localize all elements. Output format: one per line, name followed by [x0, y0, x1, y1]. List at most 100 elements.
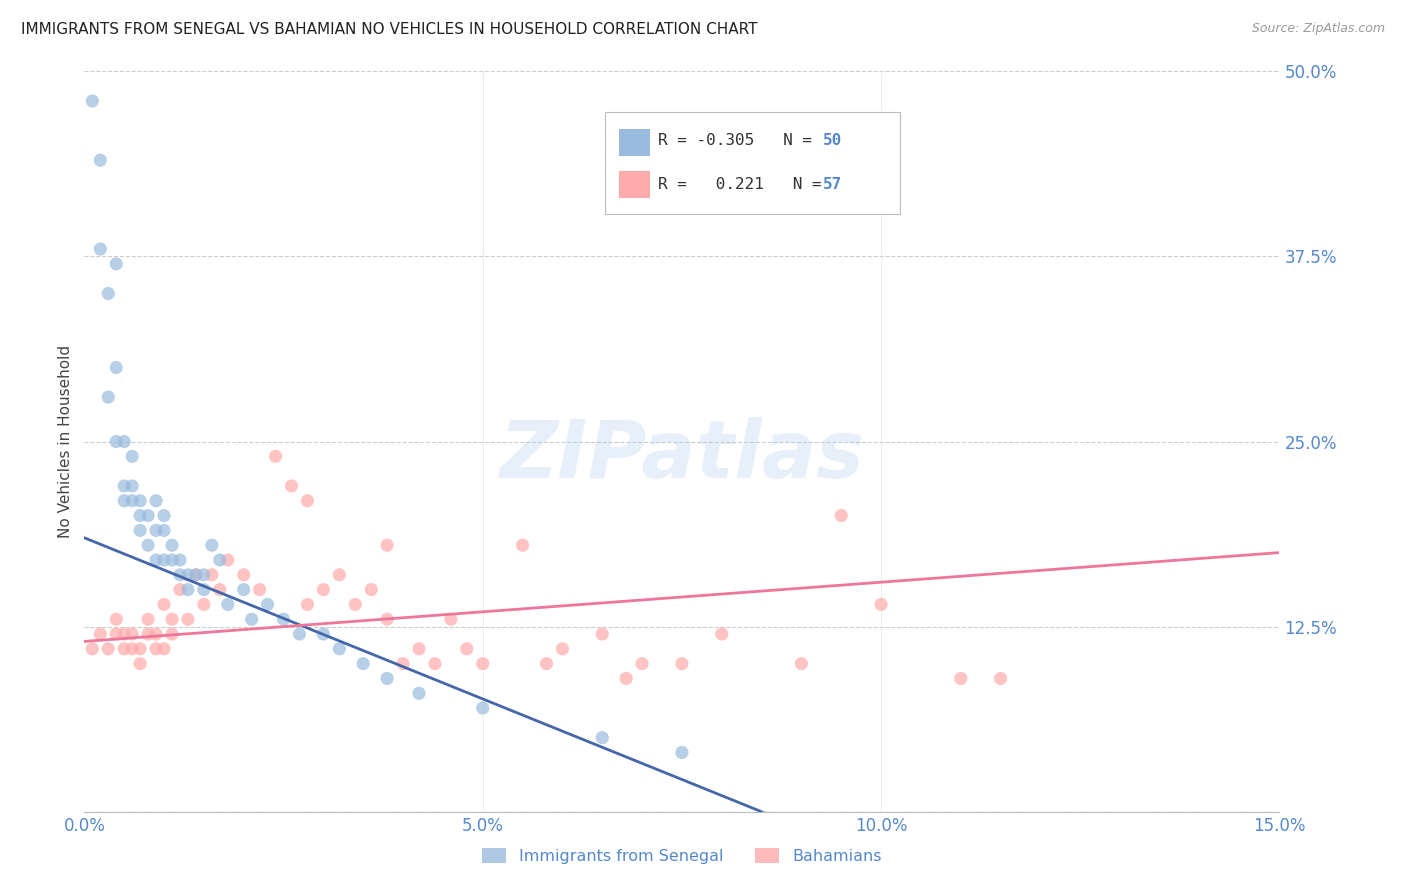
Point: [112, 479, 135, 493]
Text: 50: 50: [823, 134, 842, 148]
Point: [591, 731, 613, 745]
Point: [512, 538, 534, 552]
Point: [297, 598, 319, 612]
Point: [208, 553, 231, 567]
Point: [89, 153, 111, 168]
Point: [870, 598, 893, 612]
Point: [89, 627, 111, 641]
Point: [312, 582, 335, 597]
Point: [392, 657, 415, 671]
Point: [360, 582, 382, 597]
Point: [129, 524, 152, 538]
Point: [264, 450, 287, 464]
Point: [153, 524, 176, 538]
Point: [536, 657, 558, 671]
Point: [249, 582, 271, 597]
Text: R =   0.221   N =: R = 0.221 N =: [658, 178, 831, 192]
Point: [160, 612, 183, 626]
Point: [440, 612, 463, 626]
Point: [121, 641, 143, 656]
Point: [82, 641, 104, 656]
Point: [375, 672, 398, 686]
Point: [710, 627, 733, 641]
Point: [375, 538, 398, 552]
Point: [177, 612, 200, 626]
Text: ZIPatlas: ZIPatlas: [499, 417, 865, 495]
Point: [551, 641, 574, 656]
Point: [136, 627, 159, 641]
Point: [328, 641, 350, 656]
Point: [153, 553, 176, 567]
Point: [375, 612, 398, 626]
Point: [89, 242, 111, 256]
Point: [344, 598, 367, 612]
Point: [160, 553, 183, 567]
Point: [614, 672, 637, 686]
Point: [136, 612, 159, 626]
Point: [105, 612, 128, 626]
Point: [184, 567, 207, 582]
Point: [160, 538, 183, 552]
Point: [408, 641, 430, 656]
Point: [232, 582, 254, 597]
Point: [145, 641, 167, 656]
Text: IMMIGRANTS FROM SENEGAL VS BAHAMIAN NO VEHICLES IN HOUSEHOLD CORRELATION CHART: IMMIGRANTS FROM SENEGAL VS BAHAMIAN NO V…: [21, 22, 758, 37]
Point: [471, 701, 494, 715]
Point: [121, 479, 143, 493]
Point: [240, 612, 263, 626]
Point: [471, 657, 494, 671]
Point: [208, 582, 231, 597]
Point: [423, 657, 446, 671]
Point: [193, 567, 215, 582]
Point: [790, 657, 813, 671]
Point: [112, 493, 135, 508]
Point: [312, 627, 335, 641]
Point: [671, 657, 693, 671]
Point: [153, 598, 176, 612]
Point: [145, 627, 167, 641]
Point: [160, 627, 183, 641]
Point: [112, 627, 135, 641]
Point: [136, 538, 159, 552]
Point: [256, 598, 278, 612]
Point: [129, 493, 152, 508]
Point: [297, 493, 319, 508]
Point: [830, 508, 852, 523]
Point: [112, 641, 135, 656]
Point: [456, 641, 478, 656]
Text: R = -0.305   N =: R = -0.305 N =: [658, 134, 821, 148]
Point: [105, 360, 128, 375]
Point: [177, 567, 200, 582]
Point: [631, 657, 654, 671]
Point: [408, 686, 430, 700]
Point: [136, 508, 159, 523]
Point: [193, 582, 215, 597]
Point: [97, 390, 120, 404]
Point: [949, 672, 972, 686]
Point: [671, 746, 693, 760]
Point: [129, 657, 152, 671]
Point: [145, 524, 167, 538]
Point: [352, 657, 374, 671]
Point: [217, 553, 239, 567]
Point: [193, 598, 215, 612]
Point: [145, 493, 167, 508]
Point: [591, 627, 613, 641]
Point: [280, 479, 302, 493]
Point: [105, 257, 128, 271]
Point: [105, 434, 128, 449]
Point: [273, 612, 295, 626]
Point: [169, 582, 191, 597]
Point: [153, 508, 176, 523]
Point: [145, 553, 167, 567]
Point: [129, 641, 152, 656]
Point: [121, 493, 143, 508]
Point: [169, 567, 191, 582]
Point: [169, 553, 191, 567]
Text: Source: ZipAtlas.com: Source: ZipAtlas.com: [1251, 22, 1385, 36]
Point: [184, 567, 207, 582]
Point: [288, 627, 311, 641]
Point: [201, 567, 224, 582]
Point: [121, 450, 143, 464]
Point: [328, 567, 350, 582]
